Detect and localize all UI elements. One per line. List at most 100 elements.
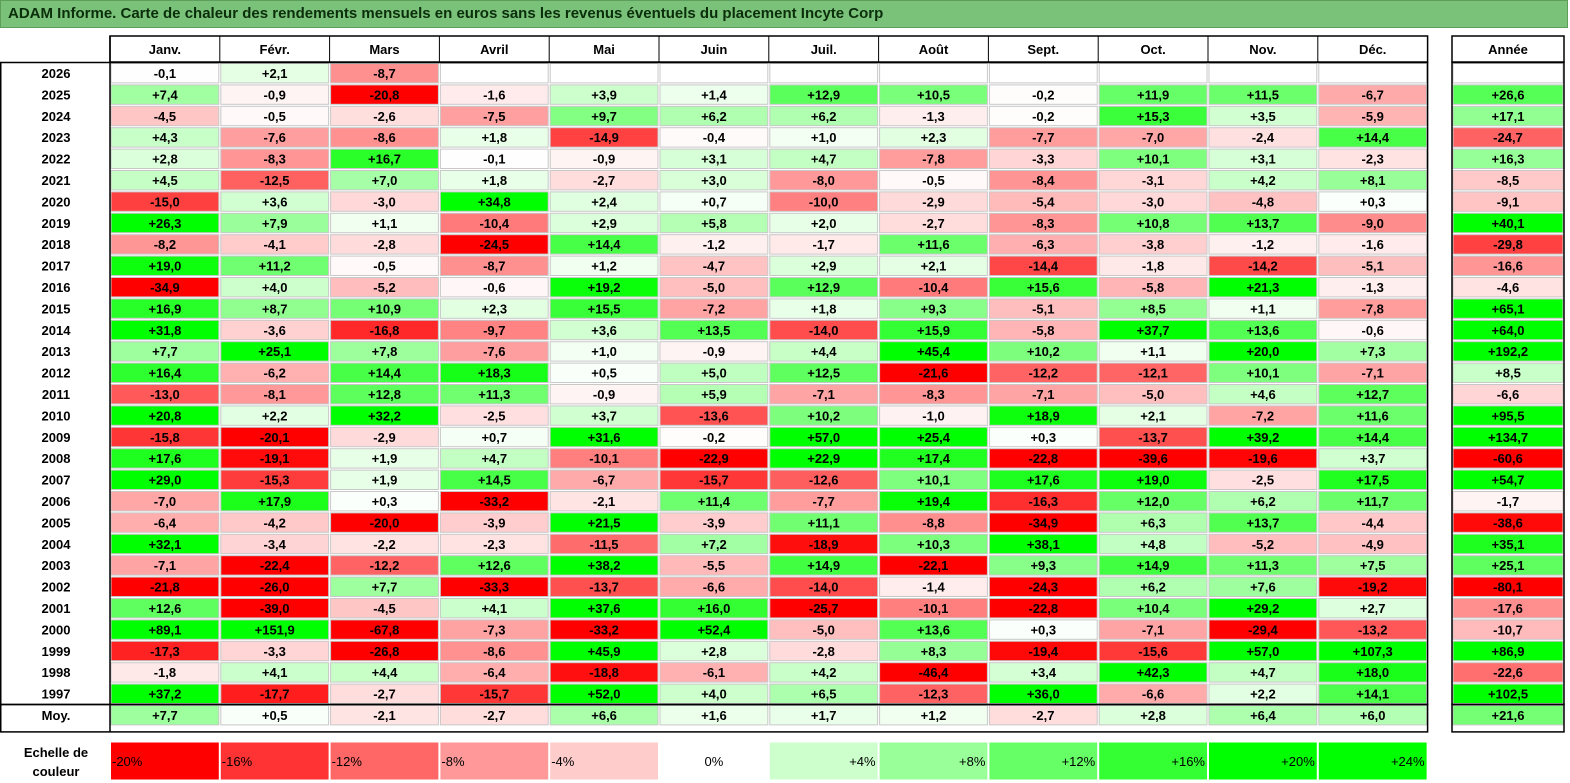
scale-label: -4% [551, 754, 575, 769]
cell-value: -15,3 [260, 473, 290, 488]
cell-value: -33,2 [479, 494, 509, 509]
heat-cell [549, 384, 659, 405]
heat-cell [330, 277, 439, 298]
year-total-cell [1452, 683, 1564, 704]
cell-value: +2,2 [262, 408, 288, 423]
heat-cell [220, 84, 330, 105]
scale-cell [1317, 741, 1428, 781]
cell-value: -2,8 [373, 237, 395, 252]
cell-value: +37,7 [1137, 323, 1170, 338]
heat-cell [1318, 170, 1428, 191]
cell-value: +19,2 [588, 280, 621, 295]
cell-value: +11,1 [808, 515, 840, 530]
cell-value: +13,7 [1246, 216, 1279, 231]
heat-cell [1208, 362, 1318, 384]
scale-cell [659, 741, 769, 781]
cell-value: -8,3 [922, 387, 944, 402]
heat-cell [769, 63, 879, 84]
heat-cell [1098, 598, 1208, 619]
heat-cell [659, 191, 769, 212]
heat-cell [220, 683, 330, 704]
heat-cell [879, 170, 988, 191]
heat-cell [220, 63, 330, 84]
year-total-cell [1452, 512, 1564, 533]
cell-value: +32,2 [368, 408, 401, 423]
cell-value: -3,8 [1142, 237, 1164, 252]
heat-cell [879, 705, 988, 726]
cell-value: +7,7 [152, 708, 178, 723]
year-total-cell [1452, 234, 1564, 255]
heat-cell [1318, 448, 1428, 469]
cell-value: -22,4 [260, 558, 290, 573]
cell-value: -2,4 [1252, 130, 1275, 145]
cell-value: -1,4 [922, 580, 945, 595]
year-total-cell [1452, 277, 1564, 298]
year-label: 1997 [42, 687, 71, 702]
heat-cell [879, 512, 988, 533]
cell-value: -7,5 [483, 109, 505, 124]
year-total-value: +21,6 [1492, 708, 1525, 723]
heat-cell [439, 662, 549, 683]
heat-cell [110, 212, 220, 234]
heat-cell [330, 405, 439, 426]
cell-value: -17,7 [260, 687, 290, 702]
cell-value: +10,8 [1137, 216, 1170, 231]
heat-cell [988, 63, 1098, 84]
cell-value: -22,9 [699, 451, 729, 466]
year-header-cell [1451, 35, 1565, 63]
cell-value: +1,1 [1140, 344, 1166, 359]
cell-value: +1,8 [811, 301, 837, 316]
cell-value: +7,7 [152, 344, 178, 359]
cell-value: -14,0 [809, 580, 839, 595]
cell-value: -7,1 [1142, 622, 1164, 637]
heat-cell [110, 405, 220, 426]
heat-cell [1208, 84, 1318, 105]
heat-cell [220, 662, 330, 683]
cell-value: +36,0 [1027, 687, 1060, 702]
heat-cell [1098, 127, 1208, 148]
cell-value: +11,6 [917, 237, 949, 252]
cell-value: +25,4 [917, 430, 951, 445]
cell-value: +8,5 [1140, 301, 1166, 316]
cell-value: +6,2 [1140, 580, 1166, 595]
heat-cell [879, 555, 988, 576]
cell-value: -18,9 [809, 537, 839, 552]
cell-value: -18,8 [589, 665, 619, 680]
average-label: Moy. [42, 708, 71, 723]
cell-value: +52,4 [697, 622, 731, 637]
heat-cell [879, 127, 988, 148]
heat-cell [549, 448, 659, 469]
heat-cell [220, 191, 330, 212]
cell-value: +21,3 [1246, 280, 1279, 295]
heat-cell [220, 319, 330, 341]
cell-value: +8,7 [262, 301, 288, 316]
heat-cell [220, 705, 330, 726]
heat-cell [659, 105, 769, 127]
heat-cell [1208, 105, 1318, 127]
cell-value: -3,0 [1142, 194, 1164, 209]
year-label: 2022 [42, 152, 71, 167]
cell-value: +2,1 [1140, 408, 1166, 423]
year-total-value: +192,2 [1488, 344, 1528, 359]
cell-value: -11,5 [590, 537, 619, 552]
heat-cell [659, 705, 769, 726]
heat-cell [769, 533, 879, 555]
heat-cell [769, 598, 879, 619]
cell-value: -19,1 [260, 451, 290, 466]
heat-cell [439, 683, 549, 704]
heat-cell [330, 469, 439, 491]
cell-value: +19,0 [148, 259, 181, 274]
heat-cell [110, 319, 220, 341]
year-label: 2003 [42, 558, 71, 573]
cell-value: +31,6 [588, 430, 621, 445]
cell-value: +2,3 [921, 130, 947, 145]
scale-cell [988, 741, 1099, 781]
heat-cell [439, 63, 549, 84]
heat-cell [988, 555, 1098, 576]
heat-cell [659, 148, 769, 170]
cell-value: -34,9 [150, 280, 180, 295]
cell-value: -7,0 [1142, 130, 1164, 145]
cell-value: -4,5 [154, 109, 176, 124]
heat-cell [769, 426, 879, 448]
heat-cell [1208, 662, 1318, 683]
